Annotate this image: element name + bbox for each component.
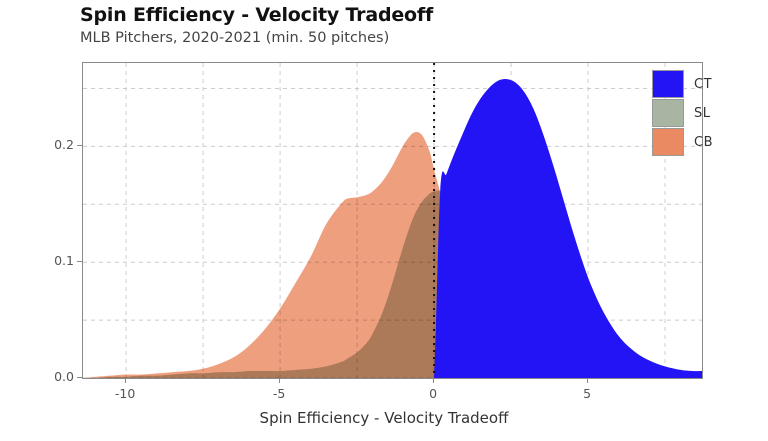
chart-legend: CT SL CB [652,70,713,157]
x-tick-label: 0 [429,386,438,401]
y-tick-label: 0.0 [54,369,74,384]
legend-item-sl[interactable]: SL [652,99,713,127]
legend-swatch-cb [652,128,684,156]
legend-label: SL [694,105,711,121]
legend-swatch-sl [652,99,684,127]
x-tick-mark [433,378,435,383]
x-tick-label: 5 [583,386,592,401]
y-tick-mark [77,145,82,147]
density-plot [83,63,702,378]
legend-swatch-ct [652,70,684,98]
x-tick-label: -10 [114,386,136,401]
legend-item-ct[interactable]: CT [652,70,713,98]
x-axis-title: Spin Efficiency - Velocity Tradeoff [259,409,509,427]
y-tick-mark [77,377,82,378]
series-area-cb [83,131,702,378]
series-area-ct [83,78,702,378]
page-title: Spin Efficiency - Velocity Tradeoff [80,4,434,26]
y-tick-mark [77,261,82,263]
x-tick-mark [587,378,589,383]
y-tick-label: 0.1 [54,253,74,269]
legend-label: CT [694,76,713,92]
series-areas [83,78,702,378]
x-tick-label: -5 [272,386,286,401]
plot-area [82,62,703,379]
legend-item-cb[interactable]: CB [652,128,713,156]
legend-label: CB [694,134,713,150]
x-tick-mark [279,378,281,383]
x-tick-mark [125,378,127,383]
y-tick-label: 0.2 [54,137,74,153]
page-subtitle: MLB Pitchers, 2020-2021 (min. 50 pitches… [80,30,390,46]
